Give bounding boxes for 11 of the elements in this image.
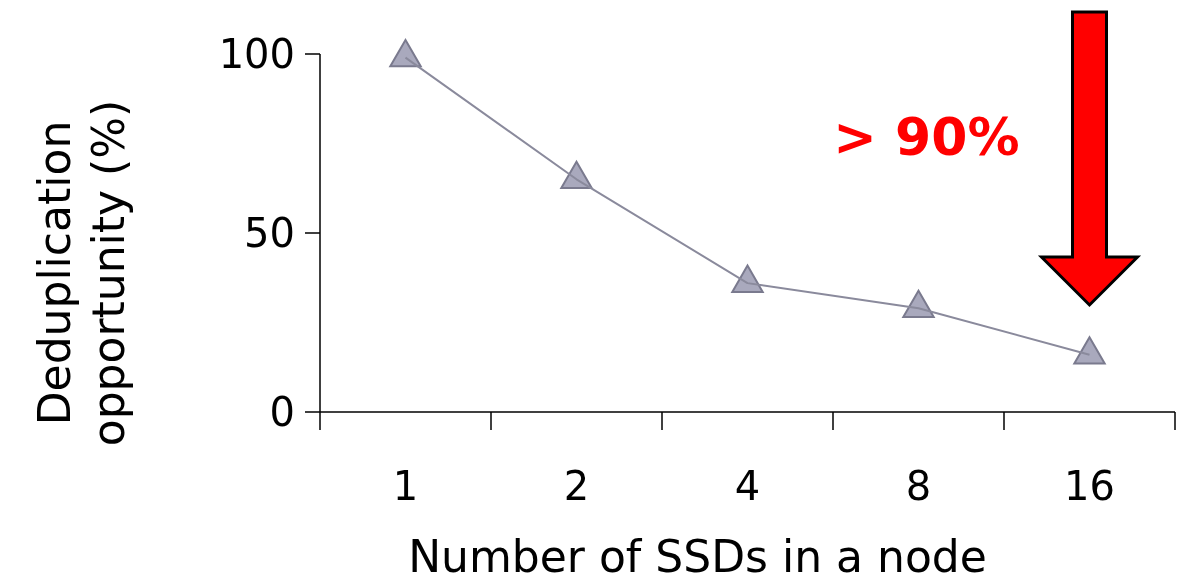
y-tick-label: 0 [269, 389, 295, 435]
y-axis-title: Deduplication opportunity (%) [29, 99, 134, 447]
x-axis-title: Number of SSDs in a node [408, 531, 987, 582]
x-tick-label: 16 [1064, 463, 1115, 509]
y-tick-label: 50 [244, 210, 295, 256]
x-tick-label: 4 [734, 463, 761, 509]
x-tick-label: 1 [392, 463, 419, 509]
x-tick-label: 8 [905, 463, 932, 509]
annotation: > 90% [833, 107, 1020, 167]
y-tick-label: 100 [218, 31, 295, 77]
x-tick-label: 2 [563, 463, 590, 509]
